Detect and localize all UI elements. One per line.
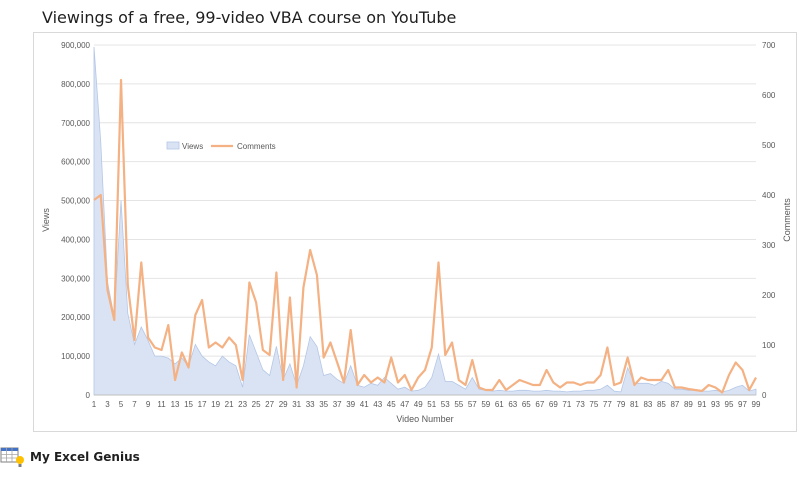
x-tick-label: 63	[508, 400, 517, 409]
x-tick-label: 41	[360, 400, 369, 409]
x-tick-label: 17	[198, 400, 207, 409]
x-tick-label: 85	[657, 400, 666, 409]
x-tick-label: 27	[265, 400, 274, 409]
x-tick-label: 39	[346, 400, 355, 409]
x-tick-label: 89	[684, 400, 693, 409]
views-area	[93, 46, 757, 396]
x-tick-label: 5	[119, 400, 124, 409]
x-tick-label: 19	[211, 400, 220, 409]
x-tick-label: 81	[630, 400, 639, 409]
legend-views-label: Views	[182, 142, 203, 151]
x-tick-label: 83	[643, 400, 652, 409]
y2-tick-label: 300	[762, 241, 776, 250]
x-tick-label: 21	[225, 400, 234, 409]
y-tick-label: 100,000	[61, 352, 90, 361]
x-tick-label: 93	[711, 400, 720, 409]
combo-chart: 0 100,000 200,000 300,000 400,000 500,000 600,…	[41, 41, 792, 424]
x-tick-label: 65	[522, 400, 531, 409]
chart-area: 0 100,000 200,000 300,000 400,000 500,000 600,…	[33, 32, 797, 432]
y2-axis-title: Comments	[782, 198, 792, 242]
y-tick-label: 0	[86, 391, 91, 400]
spreadsheet-lightbulb-icon	[0, 447, 24, 467]
x-tick-label: 47	[400, 400, 409, 409]
x-tick-label: 9	[146, 400, 151, 409]
x-tick-label: 79	[616, 400, 625, 409]
x-tick-label: 77	[603, 400, 612, 409]
x-tick-label: 95	[725, 400, 734, 409]
x-tick-label: 11	[157, 400, 166, 409]
comments-line	[93, 78, 757, 394]
y2-tick-label: 700	[762, 41, 776, 50]
x-tick-label: 61	[495, 400, 504, 409]
x-tick-label: 87	[670, 400, 679, 409]
x-tick-label: 13	[171, 400, 180, 409]
x-tick-label: 67	[535, 400, 544, 409]
x-tick-label: 33	[306, 400, 315, 409]
x-tick-label: 97	[738, 400, 747, 409]
x-tick-label: 69	[549, 400, 558, 409]
y2-tick-label: 600	[762, 91, 776, 100]
x-tick-label: 99	[752, 400, 761, 409]
y-tick-label: 600,000	[61, 158, 90, 167]
x-tick-label: 37	[333, 400, 342, 409]
footer: My Excel Genius	[0, 445, 140, 469]
x-tick-label: 25	[252, 400, 261, 409]
x-tick-label: 29	[279, 400, 288, 409]
y2-tick-label: 0	[762, 391, 767, 400]
brand-name: My Excel Genius	[30, 450, 140, 464]
y-tick-label: 400,000	[61, 235, 90, 244]
x-tick-label: 3	[105, 400, 110, 409]
x-tick-label: 43	[373, 400, 382, 409]
x-tick-label: 15	[184, 400, 193, 409]
legend-views-swatch	[166, 141, 180, 150]
y-tick-label: 900,000	[61, 41, 90, 50]
x-tick-label: 55	[454, 400, 463, 409]
y-tick-label: 300,000	[61, 274, 90, 283]
y2-tick-label: 500	[762, 141, 776, 150]
x-tick-label: 7	[132, 400, 137, 409]
x-tick-label: 1	[92, 400, 97, 409]
x-tick-label: 75	[589, 400, 598, 409]
x-tick-label: 23	[238, 400, 247, 409]
x-tick-label: 49	[414, 400, 423, 409]
x-tick-label: 71	[562, 400, 571, 409]
x-tick-label: 59	[481, 400, 490, 409]
y2-tick-label: 200	[762, 291, 776, 300]
y-tick-label: 700,000	[61, 119, 90, 128]
y-axis-title: Views	[41, 208, 51, 232]
x-tick-label: 91	[698, 400, 707, 409]
x-tick-label: 57	[468, 400, 477, 409]
chart-title: Viewings of a free, 99-video VBA course …	[42, 8, 457, 27]
legend-comments-label: Comments	[237, 142, 276, 151]
y2-tick-label: 400	[762, 191, 776, 200]
x-tick-label: 51	[427, 400, 436, 409]
x-tick-label: 45	[387, 400, 396, 409]
y-tick-label: 200,000	[61, 313, 90, 322]
x-tick-label: 31	[292, 400, 301, 409]
y-tick-label: 800,000	[61, 80, 90, 89]
x-axis-title: Video Number	[396, 414, 453, 424]
x-tick-label: 73	[576, 400, 585, 409]
x-tick-label: 53	[441, 400, 450, 409]
y2-tick-label: 100	[762, 341, 776, 350]
x-tick-label: 35	[319, 400, 328, 409]
y-tick-label: 500,000	[61, 197, 90, 206]
